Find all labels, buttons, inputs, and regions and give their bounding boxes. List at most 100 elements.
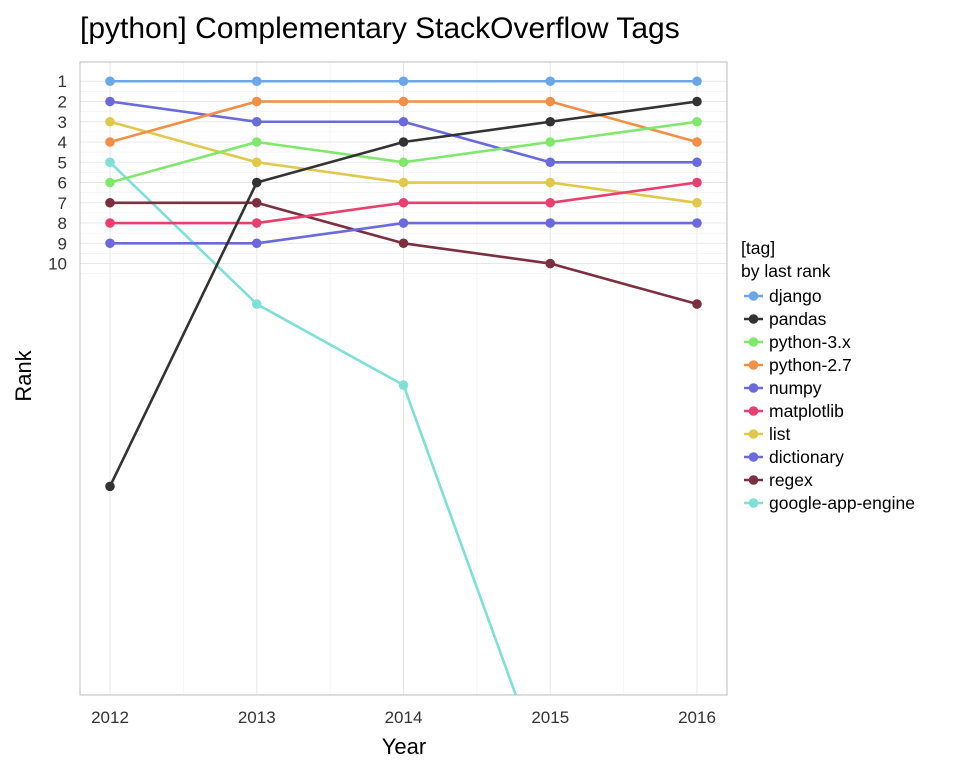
data-point-pandas bbox=[692, 96, 702, 107]
data-point-dictionary bbox=[105, 238, 115, 249]
legend-item-python-2.7: python-2.7 bbox=[744, 355, 852, 375]
chart-title: [python] Complementary StackOverflow Tag… bbox=[80, 12, 680, 45]
legend-key-point bbox=[748, 475, 759, 485]
legend-item-dictionary: dictionary bbox=[744, 447, 844, 467]
y-tick-label: 6 bbox=[58, 174, 67, 193]
series-points bbox=[105, 76, 702, 492]
y-tick-label: 8 bbox=[58, 214, 67, 233]
grid-lines bbox=[80, 62, 727, 695]
data-point-dictionary bbox=[251, 238, 262, 249]
data-point-django bbox=[251, 76, 262, 87]
legend-key-point bbox=[748, 383, 759, 393]
x-tick-label: 2014 bbox=[385, 708, 423, 727]
data-point-python-2.7 bbox=[251, 96, 262, 107]
data-point-dictionary bbox=[692, 218, 702, 228]
data-point-regex bbox=[251, 197, 262, 208]
data-point-django bbox=[105, 76, 115, 87]
data-point-python-3.x bbox=[692, 116, 702, 127]
x-tick-label: 2015 bbox=[531, 708, 569, 727]
data-point-regex bbox=[105, 197, 115, 208]
data-point-google-app-engine bbox=[105, 157, 115, 168]
data-point-list bbox=[545, 177, 556, 188]
data-point-regex bbox=[398, 238, 409, 249]
legend-label: dictionary bbox=[769, 447, 844, 467]
legend-label: django bbox=[769, 286, 822, 306]
x-tick-label: 2013 bbox=[238, 708, 276, 727]
legend-item-numpy: numpy bbox=[744, 378, 822, 398]
data-point-numpy bbox=[398, 116, 409, 127]
data-point-python-2.7 bbox=[398, 96, 409, 107]
y-tick-label: 7 bbox=[58, 194, 67, 213]
legend-items: django pandas python-3.x python-2.7 numpy mat… bbox=[744, 286, 915, 513]
legend-label: list bbox=[769, 424, 791, 444]
data-point-python-3.x bbox=[251, 137, 262, 147]
legend-key-point bbox=[748, 291, 759, 301]
data-point-regex bbox=[692, 299, 702, 309]
data-point-list bbox=[105, 116, 115, 127]
data-point-pandas bbox=[251, 177, 262, 188]
data-point-python-3.x bbox=[105, 177, 115, 188]
legend-item-python-3.x: python-3.x bbox=[744, 332, 851, 352]
data-point-python-3.x bbox=[398, 157, 409, 168]
data-point-list bbox=[251, 157, 262, 168]
legend-key-point bbox=[748, 429, 759, 439]
data-point-python-2.7 bbox=[692, 137, 702, 147]
y-tick-label: 4 bbox=[58, 133, 67, 152]
legend-key-point bbox=[748, 452, 759, 462]
y-tick-label: 2 bbox=[58, 92, 67, 111]
x-axis-title: Year bbox=[382, 734, 426, 759]
x-axis-ticks: 2012 2013 2014 2015 2016 bbox=[91, 708, 716, 727]
data-point-python-2.7 bbox=[545, 96, 556, 107]
data-point-pandas bbox=[545, 116, 556, 127]
legend-key-point bbox=[748, 406, 759, 416]
legend-key-point bbox=[748, 498, 759, 508]
data-point-google-app-engine bbox=[398, 380, 409, 390]
legend-item-google-app-engine: google-app-engine bbox=[744, 493, 915, 513]
legend-item-list: list bbox=[744, 424, 791, 444]
data-point-numpy bbox=[105, 96, 115, 107]
data-point-django bbox=[545, 76, 556, 87]
data-point-django bbox=[398, 76, 409, 87]
series-line-google-app-engine bbox=[109, 161, 518, 695]
data-point-numpy bbox=[545, 157, 556, 168]
legend-label: pandas bbox=[769, 309, 827, 329]
data-point-matplotlib bbox=[251, 218, 262, 228]
legend-label: google-app-engine bbox=[769, 493, 915, 513]
x-tick-label: 2012 bbox=[91, 708, 129, 727]
legend: [tag] by last rank django pandas python-3.… bbox=[741, 238, 915, 513]
legend-key-point bbox=[748, 337, 759, 347]
data-point-dictionary bbox=[398, 218, 409, 228]
data-point-matplotlib bbox=[105, 218, 115, 228]
data-point-regex bbox=[545, 258, 556, 269]
plot-panel-border bbox=[79, 61, 728, 696]
y-tick-label: 1 bbox=[58, 72, 67, 91]
legend-label: matplotlib bbox=[769, 401, 844, 421]
data-point-pandas bbox=[105, 481, 115, 492]
legend-label: regex bbox=[769, 470, 813, 490]
legend-key-point bbox=[748, 360, 759, 370]
x-tick-label: 2016 bbox=[678, 708, 716, 727]
data-point-matplotlib bbox=[545, 197, 556, 208]
legend-item-pandas: pandas bbox=[744, 309, 827, 329]
legend-item-matplotlib: matplotlib bbox=[744, 401, 844, 421]
legend-title-line-1: [tag] bbox=[741, 238, 775, 258]
data-point-pandas bbox=[398, 137, 409, 147]
data-point-python-3.x bbox=[545, 137, 556, 147]
data-point-matplotlib bbox=[692, 177, 702, 188]
data-point-matplotlib bbox=[398, 197, 409, 208]
data-point-list bbox=[692, 197, 702, 208]
y-axis-title: Rank bbox=[11, 349, 36, 401]
legend-item-regex: regex bbox=[744, 470, 813, 490]
data-point-list bbox=[398, 177, 409, 188]
legend-title-line-2: by last rank bbox=[741, 261, 831, 281]
legend-label: python-3.x bbox=[769, 332, 851, 352]
y-tick-label: 5 bbox=[58, 153, 67, 172]
y-tick-label: 9 bbox=[58, 234, 67, 253]
data-point-python-2.7 bbox=[105, 137, 115, 147]
legend-key-point bbox=[748, 314, 759, 324]
data-point-numpy bbox=[251, 116, 262, 127]
legend-label: numpy bbox=[769, 378, 822, 398]
data-point-numpy bbox=[692, 157, 702, 168]
